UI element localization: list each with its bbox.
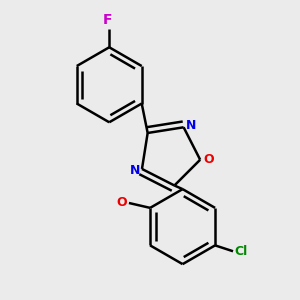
Text: O: O: [117, 196, 127, 209]
Text: F: F: [103, 13, 112, 27]
Text: N: N: [130, 164, 140, 177]
Text: N: N: [186, 119, 196, 132]
Text: Cl: Cl: [235, 245, 248, 258]
Text: O: O: [203, 153, 214, 166]
